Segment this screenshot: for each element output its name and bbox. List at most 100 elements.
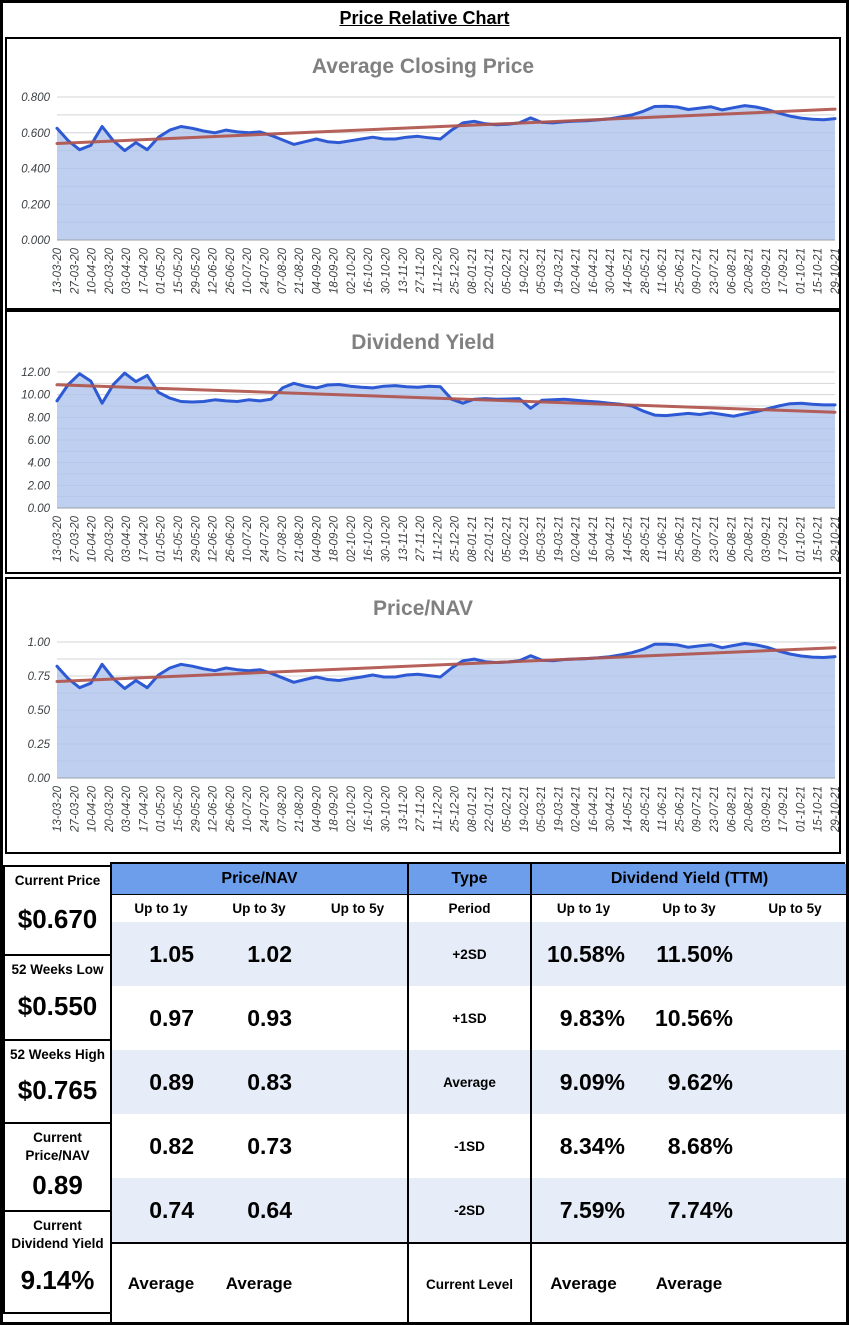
x-tick-label: 08-01-21 bbox=[467, 516, 479, 562]
x-tick-label: 25-06-21 bbox=[674, 786, 686, 833]
x-tick-label: 13-11-20 bbox=[398, 515, 410, 561]
pnav-value: 0.97 bbox=[112, 986, 210, 1050]
y-tick-label: 12.00 bbox=[21, 367, 50, 379]
x-tick-label: 19-02-21 bbox=[519, 248, 531, 294]
chart-title: Dividend Yield bbox=[351, 331, 495, 354]
x-tick-label: 15-10-21 bbox=[813, 248, 825, 294]
x-tick-label: 07-08-20 bbox=[277, 247, 289, 294]
dy-value bbox=[743, 1050, 846, 1114]
subheader-dy-3: Up to 5y bbox=[743, 895, 846, 922]
x-tick-label: 20-03-20 bbox=[104, 515, 116, 563]
x-tick-label: 15-10-21 bbox=[813, 786, 825, 832]
x-tick-label: 19-02-21 bbox=[519, 516, 531, 562]
x-tick-label: 05-03-21 bbox=[536, 248, 548, 294]
x-tick-label: 18-09-20 bbox=[329, 515, 341, 562]
summary-box-5: Current Dividend Yield 9.14% bbox=[3, 1210, 112, 1314]
summary-value: 0.89 bbox=[32, 1169, 83, 1200]
x-tick-label: 27-03-20 bbox=[69, 247, 81, 295]
summary-box-2: 52 Weeks Low $0.550 bbox=[3, 954, 112, 1041]
pnav-value: 0.73 bbox=[210, 1114, 308, 1178]
dy-current-level: Average bbox=[532, 1242, 635, 1322]
x-tick-label: 29-05-20 bbox=[190, 785, 202, 833]
x-tick-label: 16-04-21 bbox=[588, 248, 600, 294]
x-tick-label: 25-12-20 bbox=[450, 515, 462, 563]
statistics-table: Price/NAV Type Dividend Yield (TTM) Up to 1… bbox=[110, 862, 846, 1322]
x-tick-label: 29-10-21 bbox=[830, 786, 839, 833]
y-tick-label: 2.00 bbox=[27, 480, 51, 492]
chart-dividend-yield: 0.00 2.00 4.00 6.00 8.00 10.00 12.00 13-03-20 27… bbox=[5, 310, 841, 574]
dy-value: 10.58% bbox=[532, 922, 635, 986]
dy-value bbox=[743, 1114, 846, 1178]
dy-value bbox=[743, 986, 846, 1050]
y-tick-label: 0.75 bbox=[28, 671, 51, 683]
x-tick-label: 29-05-20 bbox=[190, 247, 202, 295]
period-label: -2SD bbox=[407, 1178, 532, 1242]
summary-column: Current Price $0.670 52 Weeks Low $0.550 52 … bbox=[3, 865, 112, 1314]
x-tick-label: 17-09-21 bbox=[778, 786, 790, 832]
x-tick-label: 13-03-20 bbox=[52, 785, 64, 832]
x-tick-label: 30-10-20 bbox=[380, 247, 392, 294]
x-tick-label: 29-05-20 bbox=[190, 515, 202, 563]
header-price-nav: Price/NAV bbox=[112, 864, 407, 895]
x-tick-label: 20-08-21 bbox=[744, 248, 756, 295]
chart-title: Price/NAV bbox=[373, 597, 473, 620]
x-tick-label: 22-01-21 bbox=[484, 516, 496, 563]
x-tick-label: 25-12-20 bbox=[450, 785, 462, 833]
x-tick-label: 02-10-20 bbox=[346, 785, 358, 832]
x-tick-label: 24-07-20 bbox=[259, 785, 271, 833]
x-tick-label: 16-10-20 bbox=[363, 247, 375, 294]
x-tick-label: 20-08-21 bbox=[744, 786, 756, 833]
x-tick-label: 26-06-20 bbox=[225, 247, 237, 295]
x-tick-label: 06-08-21 bbox=[726, 516, 738, 562]
x-tick-label: 17-04-20 bbox=[138, 515, 150, 562]
x-tick-label: 02-10-20 bbox=[346, 515, 358, 562]
x-tick-label: 10-07-20 bbox=[242, 247, 254, 294]
summary-value: 9.14% bbox=[20, 1264, 95, 1295]
x-tick-label: 04-09-20 bbox=[311, 515, 323, 562]
x-tick-label: 07-08-20 bbox=[277, 785, 289, 832]
x-tick-label: 23-07-21 bbox=[709, 248, 721, 295]
subheader-dy-2: Up to 3y bbox=[635, 895, 743, 922]
x-tick-label: 27-11-20 bbox=[415, 515, 427, 562]
x-tick-label: 16-10-20 bbox=[363, 785, 375, 832]
pnav-value bbox=[308, 922, 407, 986]
chart-average-closing-price: 0.000 0.200 0.400 0.600 0.800 13-03-20 27-03-2… bbox=[5, 37, 841, 310]
chart-svg-1: 0.000 0.200 0.400 0.600 0.800 13-03-20 27-03-2… bbox=[21, 55, 839, 295]
header-type: Type bbox=[407, 864, 532, 895]
x-tick-label: 02-10-20 bbox=[346, 247, 358, 294]
x-tick-label: 16-04-21 bbox=[588, 786, 600, 832]
x-tick-label: 10-07-20 bbox=[242, 515, 254, 562]
dy-value bbox=[743, 1178, 846, 1242]
y-tick-label: 0.200 bbox=[21, 199, 50, 211]
pnav-value: 1.02 bbox=[210, 922, 308, 986]
x-tick-label: 15-10-21 bbox=[813, 516, 825, 562]
y-tick-label: 10.00 bbox=[21, 390, 50, 402]
x-tick-label: 05-02-21 bbox=[502, 786, 514, 832]
subheader-period: Period bbox=[407, 895, 532, 922]
pnav-value bbox=[308, 986, 407, 1050]
pnav-current-level bbox=[308, 1242, 407, 1322]
pnav-value bbox=[308, 1178, 407, 1242]
pnav-value: 0.93 bbox=[210, 986, 308, 1050]
x-tick-label: 10-04-20 bbox=[87, 785, 99, 832]
period-label: Average bbox=[407, 1050, 532, 1114]
x-tick-label: 12-06-20 bbox=[208, 515, 220, 562]
x-tick-label: 29-10-21 bbox=[830, 516, 839, 563]
chart-svg-2: 0.00 2.00 4.00 6.00 8.00 10.00 12.00 13-03-20 27… bbox=[21, 331, 839, 563]
x-tick-label: 09-07-21 bbox=[692, 516, 704, 562]
summary-box-4: Current Price/NAV 0.89 bbox=[3, 1122, 112, 1212]
x-tick-label: 11-06-21 bbox=[657, 516, 669, 561]
x-tick-label: 20-08-21 bbox=[744, 516, 756, 563]
x-tick-label: 26-06-20 bbox=[225, 785, 237, 833]
summary-value: $0.550 bbox=[17, 991, 98, 1022]
y-tick-label: 0.600 bbox=[21, 128, 50, 140]
x-tick-label: 27-03-20 bbox=[69, 515, 81, 563]
y-tick-label: 0.25 bbox=[28, 739, 51, 751]
x-tick-label: 21-08-20 bbox=[294, 785, 306, 833]
x-tick-label: 06-08-21 bbox=[726, 248, 738, 294]
x-tick-label: 14-05-21 bbox=[623, 516, 635, 562]
current-level-label: Current Level bbox=[407, 1242, 532, 1322]
x-tick-label: 14-05-21 bbox=[623, 786, 635, 832]
x-tick-label: 22-01-21 bbox=[484, 786, 496, 833]
x-tick-label: 18-09-20 bbox=[329, 247, 341, 294]
